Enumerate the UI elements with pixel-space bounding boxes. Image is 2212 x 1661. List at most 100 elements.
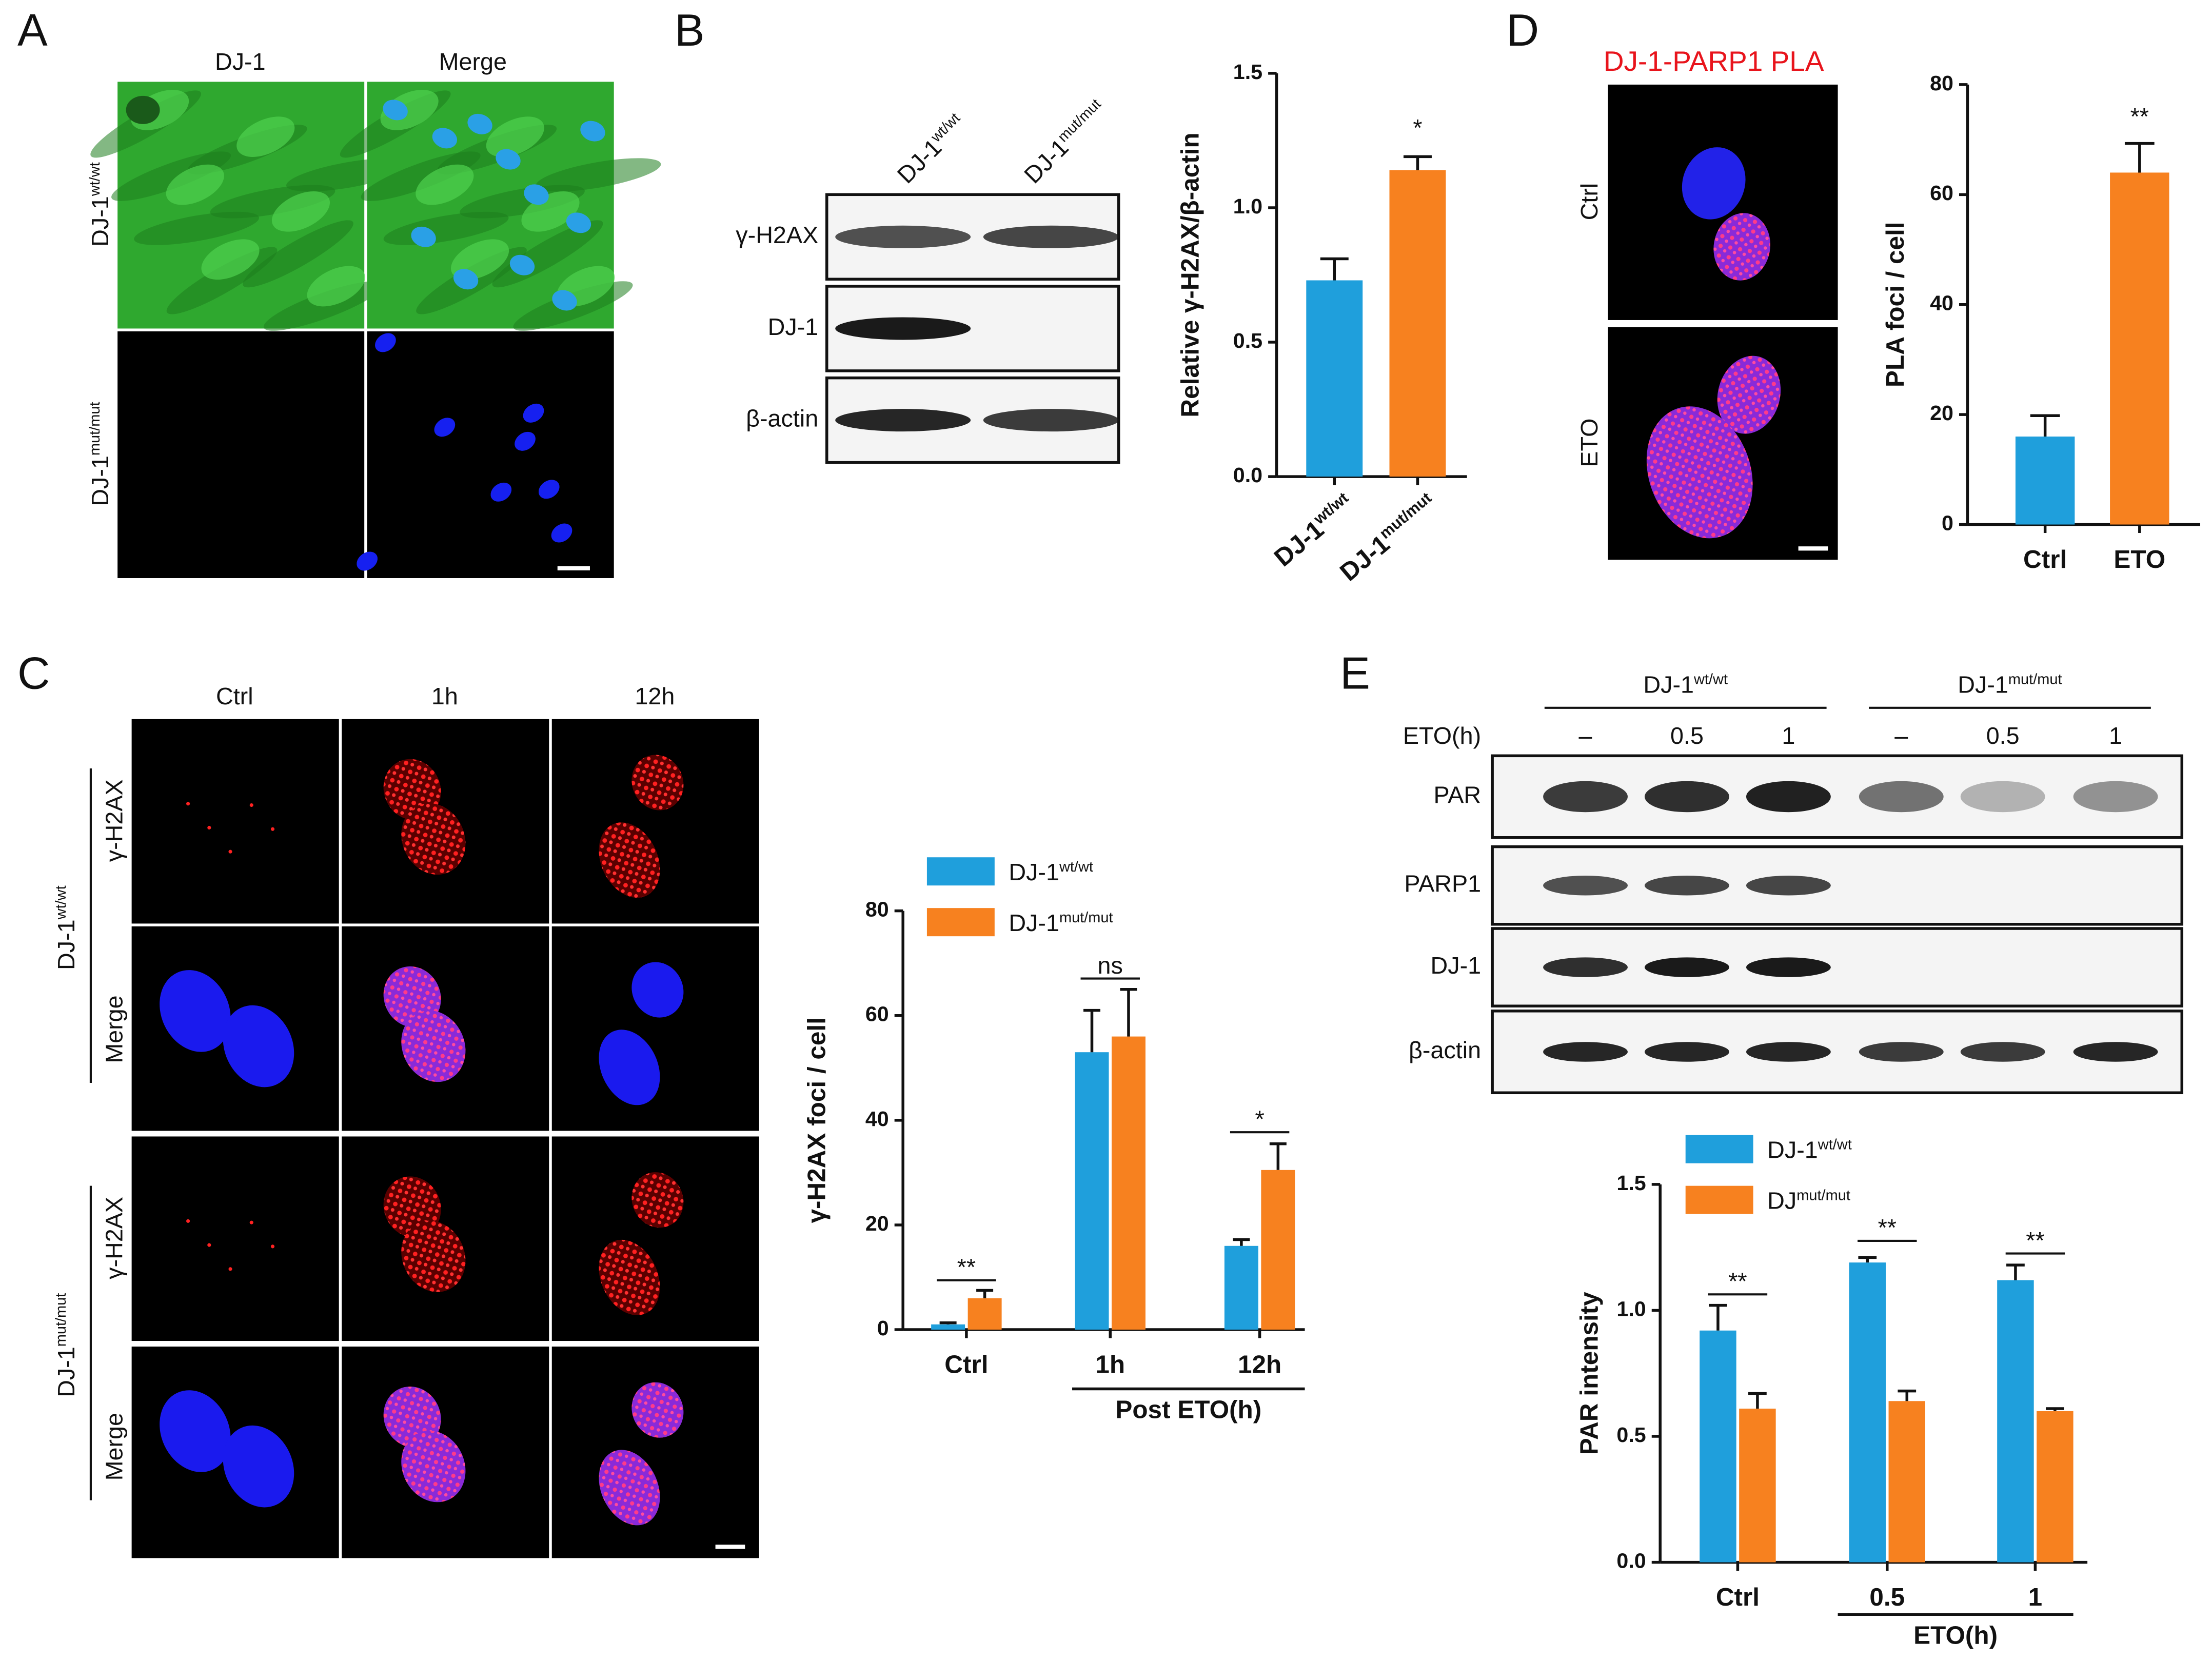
bar [1888, 1401, 1926, 1563]
band [1746, 875, 1831, 896]
x-tick-label: Ctrl [1716, 1583, 1760, 1611]
panel-letter: D [1507, 5, 1539, 55]
cell-body [486, 116, 544, 157]
nucleus [580, 121, 605, 142]
nucleus [566, 212, 591, 233]
nucleus [552, 290, 577, 311]
y-axis-label: PAR intensity [1575, 1292, 1604, 1455]
nucleus [401, 803, 466, 875]
nucleus [599, 1239, 660, 1315]
nucleus [160, 1180, 231, 1262]
micrograph [551, 719, 759, 924]
legend-label: DJ-1mut/mut [1009, 909, 1113, 937]
row-label-sup: wt/wt [53, 885, 69, 920]
nucleus [160, 763, 231, 845]
band [1746, 781, 1831, 813]
band [1960, 1042, 2045, 1062]
nucleus [1682, 147, 1746, 220]
y-tick-label: 80 [865, 898, 889, 921]
legend-label: DJmut/mut [1767, 1187, 1850, 1214]
panel-letter: B [675, 5, 705, 55]
bar [2037, 1411, 2073, 1563]
band-label: DJ-1 [768, 313, 819, 340]
focus [186, 1219, 190, 1223]
cell-body [307, 266, 365, 307]
band [1960, 781, 2045, 813]
band [1746, 957, 1831, 977]
band-label: γ-H2AX [736, 222, 818, 248]
significance-label: ** [1728, 1268, 1747, 1295]
nucleus [1717, 355, 1781, 434]
bar [1700, 1330, 1736, 1563]
column-label: DJ-1 [215, 48, 266, 75]
band [1645, 781, 1729, 813]
nucleus [551, 523, 572, 543]
nucleus [1713, 213, 1771, 281]
group-label-base: DJ-1 [1643, 671, 1694, 698]
row-label: γ-H2AX [101, 779, 128, 862]
focus [186, 802, 190, 806]
significance-label: * [1255, 1106, 1265, 1133]
group-label-base: DJ-1 [1958, 671, 2008, 698]
group-label-sup: mut/mut [2008, 671, 2062, 687]
x-tick-label: 0.5 [1869, 1583, 1905, 1611]
cell-fiber [243, 220, 353, 288]
row-label: DJ-1mut/mut [53, 1293, 80, 1397]
y-axis-label: Relative γ-H2AX/β-actin [1176, 132, 1204, 417]
x-tick-label: Ctrl [2023, 545, 2067, 574]
significance-label: ** [2026, 1227, 2044, 1254]
band [1746, 1042, 1831, 1062]
y-tick-label: 1.0 [1233, 194, 1262, 218]
legend-label-sup: mut/mut [1059, 909, 1113, 926]
x-tick-label-sup: mut/mut [1376, 489, 1435, 543]
x-tick-label: 1 [2028, 1583, 2043, 1611]
significance-label: ** [1878, 1214, 1897, 1241]
micrograph [551, 1136, 759, 1341]
bar [1306, 280, 1363, 477]
legend-label-sup: wt/wt [1818, 1136, 1852, 1153]
nucleus [160, 1390, 231, 1472]
focus [207, 825, 211, 830]
row-label: γ-H2AX [101, 1197, 128, 1279]
nucleus [383, 100, 408, 121]
lane-label: DJ-1wt/wt [892, 110, 971, 189]
panel-letter: C [17, 648, 50, 699]
row-label: Ctrl [1576, 183, 1603, 221]
dose-label: – [1579, 722, 1592, 749]
nucleus [401, 1220, 466, 1292]
focus [270, 827, 275, 831]
dose-label: 0.5 [1670, 722, 1704, 749]
bar [2110, 172, 2169, 525]
significance-label: ns [1098, 952, 1123, 979]
x-tick-label: 12h [1238, 1351, 1281, 1379]
y-tick-label: 60 [1930, 181, 1953, 205]
nucleus [1646, 406, 1753, 539]
bar [1389, 170, 1446, 477]
y-tick-label: 1.5 [1233, 60, 1262, 84]
legend-label: DJ-1wt/wt [1767, 1136, 1852, 1163]
band [983, 225, 1119, 248]
significance-label: ** [957, 1254, 976, 1280]
dose-label: 1 [2109, 722, 2122, 749]
nucleus [524, 184, 549, 205]
y-tick-label: 0 [1942, 511, 1953, 535]
cell-body [271, 191, 330, 232]
legend-label: DJ-1wt/wt [1009, 859, 1093, 886]
nucleus [411, 226, 436, 247]
group-label-sup: wt/wt [1693, 671, 1728, 687]
nucleus [401, 1010, 466, 1082]
lane-label: DJ-1mut/mut [1019, 96, 1112, 189]
nucleus [631, 1172, 684, 1228]
band [1859, 1042, 1944, 1062]
band-label: PARP1 [1404, 871, 1481, 897]
row-label: DJ-1wt/wt [87, 162, 114, 247]
bar [1997, 1280, 2034, 1563]
bar [967, 1298, 1002, 1330]
focus [249, 1220, 253, 1224]
band-label: DJ-1 [1431, 952, 1482, 979]
y-tick-label: 0 [877, 1316, 889, 1340]
nucleus [434, 418, 456, 437]
cell-body [236, 116, 295, 157]
dose-label: 0.5 [1986, 722, 2020, 749]
nucleus [223, 1215, 294, 1297]
